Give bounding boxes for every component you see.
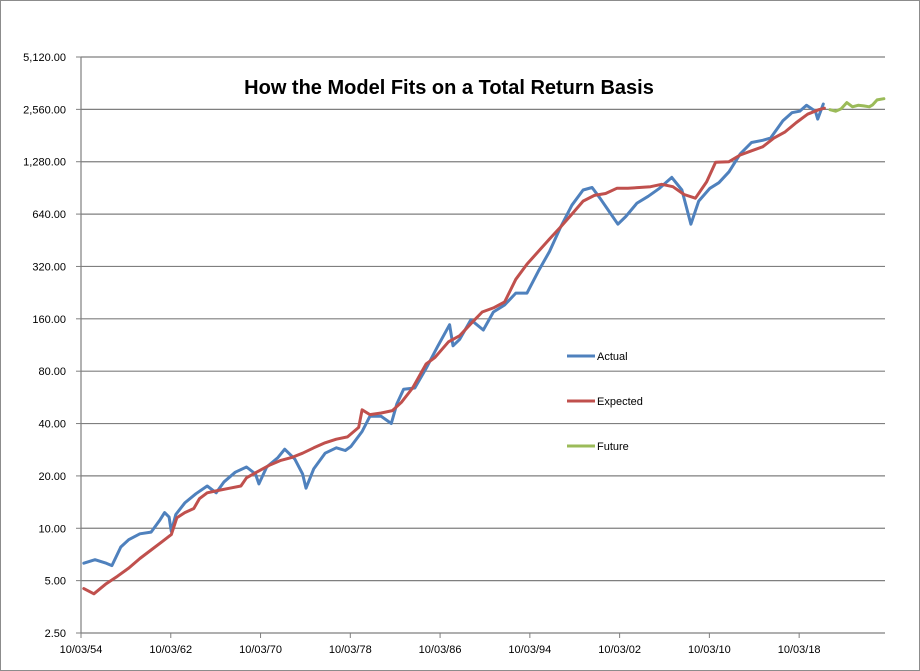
y-axis-tick-labels: 2.50 5.00 10.00 20.00 40.00 80.00 160.00 320.00… [23, 52, 66, 640]
legend-label-future: Future [597, 441, 629, 453]
x-tick-label: 10/03/54 [60, 644, 103, 656]
series-line-actual [82, 102, 825, 568]
y-tick-label: 1,280.00 [23, 157, 66, 169]
x-tick-label: 10/03/10 [688, 644, 731, 656]
y-tick-label: 20.00 [38, 471, 66, 483]
x-tick-label: 10/03/78 [329, 644, 372, 656]
chart-title: How the Model Fits on a Total Return Bas… [244, 77, 654, 99]
axes [80, 57, 885, 638]
y-tick-label: 640.00 [32, 209, 66, 221]
legend-label-actual: Actual [597, 351, 628, 363]
y-tick-label: 5.00 [45, 576, 66, 588]
y-tick-label: 320.00 [32, 261, 66, 273]
legend: Actual Expected Future [567, 351, 643, 453]
y-tick-label: 2.50 [45, 628, 66, 640]
gridlines [76, 56, 885, 634]
x-tick-label: 10/03/18 [778, 644, 821, 656]
x-axis-tick-labels: 10/03/54 10/03/62 10/03/70 10/03/78 10/03/86… [60, 644, 821, 656]
legend-label-expected: Expected [597, 396, 643, 408]
y-tick-label: 40.00 [38, 419, 66, 431]
x-tick-label: 10/03/62 [149, 644, 192, 656]
x-tick-label: 10/03/02 [598, 644, 641, 656]
series-line-future [828, 97, 886, 113]
y-tick-label: 5,120.00 [23, 52, 66, 64]
x-tick-label: 10/03/86 [419, 644, 462, 656]
y-tick-label: 160.00 [32, 314, 66, 326]
y-tick-label: 10.00 [38, 523, 66, 535]
x-tick-label: 10/03/70 [239, 644, 282, 656]
x-tick-label: 10/03/94 [508, 644, 551, 656]
y-tick-label: 2,560.00 [23, 104, 66, 116]
series-lines [82, 97, 886, 596]
y-tick-label: 80.00 [38, 366, 66, 378]
series-line-expected [82, 106, 826, 596]
